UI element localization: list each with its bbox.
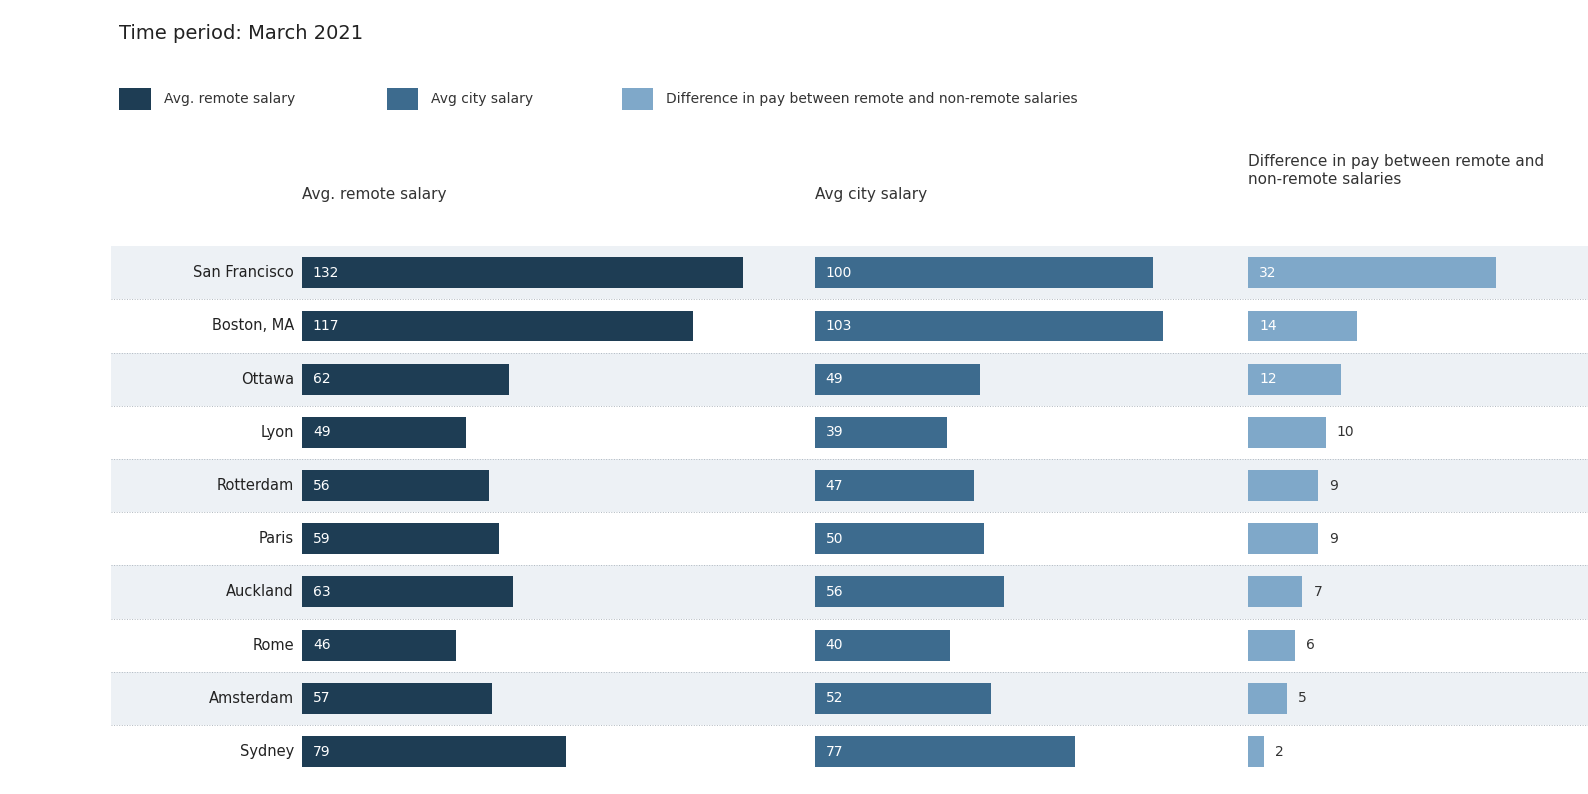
Bar — [386, 88, 418, 110]
Bar — [1248, 257, 1496, 288]
Bar — [815, 470, 973, 501]
Text: Paris: Paris — [259, 531, 294, 546]
Text: 50: 50 — [826, 532, 843, 545]
Bar — [111, 672, 1588, 725]
Text: Lyon: Lyon — [260, 425, 294, 440]
Text: Avg. remote salary: Avg. remote salary — [164, 92, 295, 106]
Bar — [815, 417, 946, 448]
Bar — [302, 736, 565, 767]
Text: 49: 49 — [313, 426, 330, 439]
Bar — [1248, 576, 1302, 607]
Text: 77: 77 — [826, 745, 843, 758]
Bar — [1248, 417, 1326, 448]
Bar — [302, 364, 510, 395]
Text: Rome: Rome — [252, 638, 294, 653]
Bar — [111, 725, 1588, 778]
Bar — [1248, 364, 1340, 395]
Text: San Francisco: San Francisco — [194, 265, 294, 280]
Text: 46: 46 — [313, 638, 330, 652]
Bar — [1248, 310, 1356, 341]
Text: 56: 56 — [313, 479, 330, 492]
Text: 10: 10 — [1337, 426, 1355, 439]
Text: 62: 62 — [313, 372, 330, 386]
Text: Avg. remote salary: Avg. remote salary — [302, 187, 446, 202]
Text: 7: 7 — [1313, 585, 1323, 599]
Bar — [302, 683, 492, 714]
Text: 100: 100 — [826, 266, 853, 279]
Bar — [119, 88, 151, 110]
Bar — [1248, 630, 1294, 661]
Text: 39: 39 — [826, 426, 843, 439]
Text: 52: 52 — [826, 692, 843, 705]
Bar — [111, 246, 1588, 299]
Text: Time period: March 2021: Time period: March 2021 — [119, 24, 364, 43]
Bar — [111, 565, 1588, 619]
Bar — [815, 310, 1162, 341]
Text: 12: 12 — [1259, 372, 1277, 386]
Bar — [1248, 683, 1286, 714]
Text: Difference in pay between remote and
non-remote salaries: Difference in pay between remote and non… — [1248, 154, 1544, 187]
Text: 14: 14 — [1259, 319, 1277, 333]
Text: 32: 32 — [1259, 266, 1277, 279]
Bar — [302, 417, 465, 448]
Text: 59: 59 — [313, 532, 330, 545]
Text: 57: 57 — [313, 692, 330, 705]
Bar — [815, 736, 1075, 767]
Text: 79: 79 — [313, 745, 330, 758]
Text: 56: 56 — [826, 585, 843, 599]
Text: 49: 49 — [826, 372, 843, 386]
Bar — [621, 88, 653, 110]
Text: Avg city salary: Avg city salary — [430, 92, 534, 106]
Bar — [302, 470, 489, 501]
Bar — [111, 619, 1588, 672]
Bar — [111, 353, 1588, 406]
Text: Boston, MA: Boston, MA — [211, 318, 294, 333]
Text: 132: 132 — [313, 266, 340, 279]
Bar — [815, 630, 950, 661]
Bar — [111, 299, 1588, 353]
Text: Difference in pay between remote and non-remote salaries: Difference in pay between remote and non… — [665, 92, 1078, 106]
Text: 5: 5 — [1297, 692, 1307, 705]
Bar — [1248, 736, 1264, 767]
Bar — [111, 512, 1588, 565]
Bar — [111, 459, 1588, 512]
Text: 47: 47 — [826, 479, 843, 492]
Text: 40: 40 — [826, 638, 843, 652]
Text: Rotterdam: Rotterdam — [216, 478, 294, 493]
Text: 117: 117 — [313, 319, 340, 333]
Text: Ottawa: Ottawa — [241, 372, 294, 387]
Bar — [1248, 523, 1318, 554]
Text: 9: 9 — [1329, 532, 1337, 545]
Text: 9: 9 — [1329, 479, 1337, 492]
Text: 63: 63 — [313, 585, 330, 599]
Bar — [815, 523, 985, 554]
Text: 6: 6 — [1305, 638, 1315, 652]
Text: Sydney: Sydney — [240, 744, 294, 759]
Bar — [815, 257, 1153, 288]
Bar — [111, 406, 1588, 459]
Bar — [302, 523, 499, 554]
Bar — [302, 257, 743, 288]
Text: Avg city salary: Avg city salary — [815, 187, 927, 202]
Bar — [815, 576, 1004, 607]
Bar — [302, 310, 694, 341]
Text: 103: 103 — [826, 319, 853, 333]
Bar — [815, 364, 980, 395]
Text: 2: 2 — [1275, 745, 1283, 758]
Bar — [302, 630, 456, 661]
Text: Amsterdam: Amsterdam — [208, 691, 294, 706]
Bar — [1248, 470, 1318, 501]
Bar — [302, 576, 513, 607]
Text: Auckland: Auckland — [225, 584, 294, 599]
Bar — [815, 683, 991, 714]
